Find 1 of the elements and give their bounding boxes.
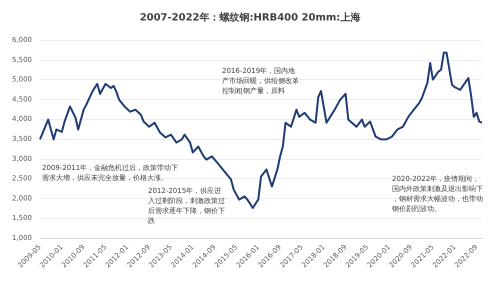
- chart-title: 2007-2022年：螺纹钢:HRB400 20mm:上海: [140, 12, 360, 24]
